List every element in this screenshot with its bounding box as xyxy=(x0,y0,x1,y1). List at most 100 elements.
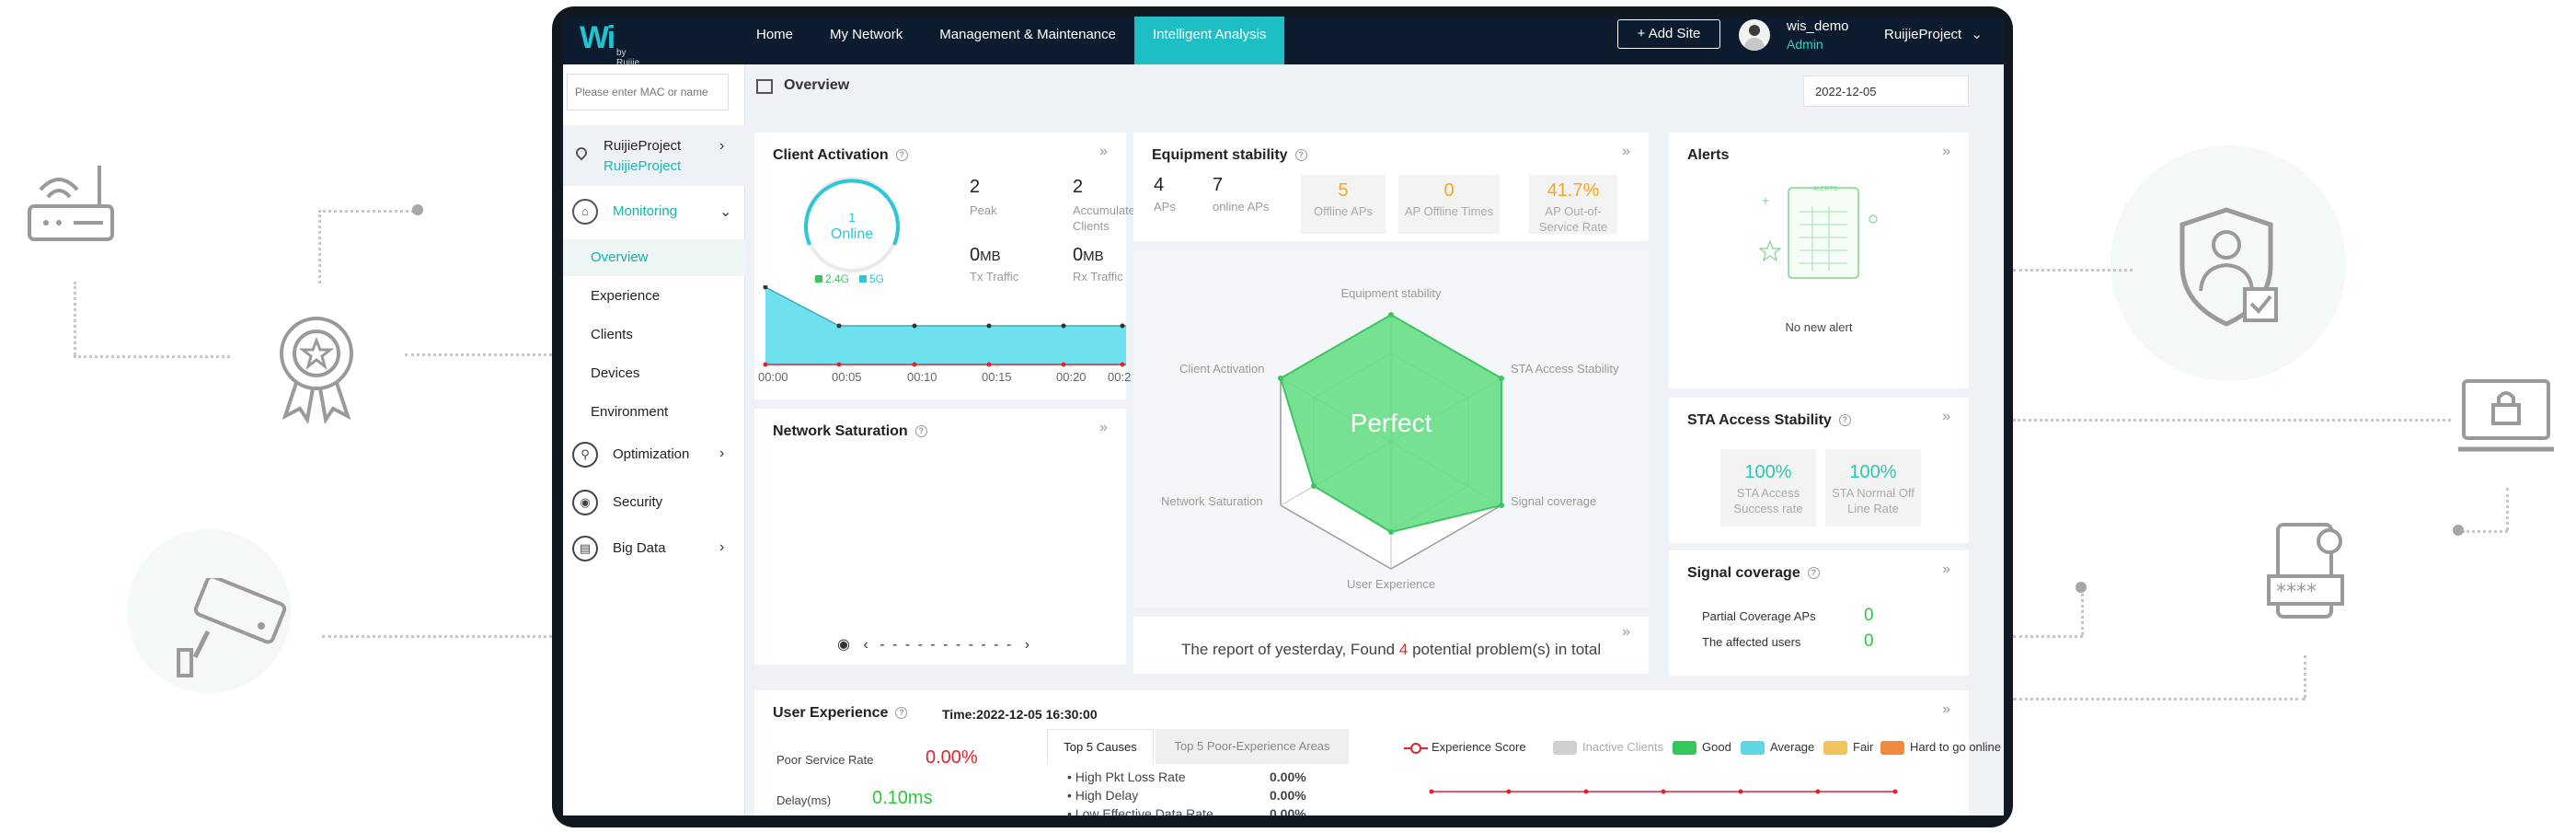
legend-swatch xyxy=(859,275,867,283)
app-logo[interactable]: Wi by Ruijie xyxy=(580,20,644,68)
tick-label: 00:05 xyxy=(832,370,862,384)
chevron-right-icon[interactable]: › xyxy=(1024,637,1030,653)
legend-average[interactable]: Average xyxy=(1741,740,1814,756)
card-title-text: Signal coverage xyxy=(1687,565,1800,581)
card-title: Signal coverage? xyxy=(1687,565,1820,582)
line-marker-icon xyxy=(1404,742,1428,754)
expand-icon[interactable]: » xyxy=(1622,624,1630,640)
search-input[interactable] xyxy=(567,74,729,110)
poor-rate-value: 0.00% xyxy=(926,747,978,768)
award-icon xyxy=(280,317,353,423)
help-icon[interactable]: ? xyxy=(895,707,908,720)
sidebar-item-optimization[interactable]: ⚲ Optimization › xyxy=(563,436,745,473)
cause-name: High Pkt Loss Rate xyxy=(1075,769,1186,784)
help-icon[interactable]: ? xyxy=(895,149,908,162)
nav-management[interactable]: Management & Maintenance xyxy=(939,27,1116,42)
oos-rate-box[interactable]: 41.7% AP Out-of-Service Rate xyxy=(1529,175,1617,234)
expand-icon[interactable]: » xyxy=(1099,420,1108,435)
expand-icon[interactable]: » xyxy=(1099,144,1108,159)
online-ring xyxy=(804,177,900,272)
chevron-left-icon[interactable]: ‹ xyxy=(863,637,868,653)
svg-text:+: + xyxy=(1761,194,1770,207)
legend-good[interactable]: Good xyxy=(1673,740,1731,756)
sidebar-item-monitoring[interactable]: ⌂ Monitoring ⌄ xyxy=(563,193,745,230)
offline-aps-box[interactable]: 5 Offline APs xyxy=(1301,175,1386,234)
add-site-button[interactable]: + Add Site xyxy=(1617,19,1720,49)
report-text: The report of yesterday, Found 4 potenti… xyxy=(1181,641,1601,659)
legend-fair[interactable]: Fair xyxy=(1823,740,1874,756)
nav-home[interactable]: Home xyxy=(756,27,794,42)
sidebar-project[interactable]: RuijieProject RuijieProject › xyxy=(563,125,745,186)
sidebar-item-devices[interactable]: Devices xyxy=(591,365,640,381)
bar-chart-icon: ▤ xyxy=(572,536,598,561)
tick-label: 00:10 xyxy=(907,370,937,384)
legend-inactive-clients[interactable]: Inactive Clients xyxy=(1553,740,1663,756)
legend-experience-score[interactable]: Experience Score xyxy=(1404,740,1526,755)
sidebar-item-experience[interactable]: Experience xyxy=(591,288,661,304)
logo-subtext: by Ruijie xyxy=(616,48,640,68)
offline-times-box[interactable]: 0 AP Offline Times xyxy=(1398,175,1500,234)
sidebar-item-label: Big Data xyxy=(613,540,666,556)
nav-intelligent-analysis[interactable]: Intelligent Analysis xyxy=(1134,17,1285,64)
peak-label: Peak xyxy=(970,203,997,217)
sidebar-item-environment[interactable]: Environment xyxy=(591,404,669,420)
rx-number: 0 xyxy=(1073,245,1084,265)
main-nav: Home My Network Management & Maintenance… xyxy=(738,17,1285,64)
help-icon[interactable]: ? xyxy=(1838,414,1851,427)
card-title: Alerts xyxy=(1687,147,1730,163)
empty-alert-illustration: + xyxy=(1758,187,1878,279)
legend-hard-to-go-online[interactable]: Hard to go online xyxy=(1880,740,2001,756)
user-avatar[interactable] xyxy=(1739,19,1770,51)
card-title-text: Network Saturation xyxy=(773,423,908,439)
main-content: Overview 2022-12-05 Client Activation? »… xyxy=(745,64,2004,816)
tx-label: Tx Traffic xyxy=(970,270,1019,283)
help-icon[interactable]: ? xyxy=(1294,149,1307,162)
shield-user-icon xyxy=(2179,207,2278,327)
help-icon[interactable]: ? xyxy=(1807,567,1820,580)
expand-icon[interactable]: » xyxy=(1942,561,1950,577)
monitor-icon: ⌂ xyxy=(572,199,598,225)
online-aps-value: 7 xyxy=(1213,175,1224,195)
tab-top-causes[interactable]: Top 5 Causes xyxy=(1047,729,1154,764)
cause-value: 0.00% xyxy=(1270,788,1306,803)
sidebar-item-clients[interactable]: Clients xyxy=(591,327,633,342)
expand-icon[interactable]: » xyxy=(1942,701,1950,717)
sidebar-item-label: Security xyxy=(613,494,663,510)
tick-label: 00:00 xyxy=(758,370,788,384)
phone-password-icon: **** xyxy=(2267,523,2344,619)
tab-poor-areas[interactable]: Top 5 Poor-Experience Areas xyxy=(1156,729,1349,764)
date-picker[interactable]: 2022-12-05 xyxy=(1803,75,1969,107)
card-title-text: Equipment stability xyxy=(1152,147,1288,163)
affected-users-value[interactable]: 0 xyxy=(1864,631,1874,651)
user-experience-card: User Experience? Time:2022-12-05 16:30:0… xyxy=(754,690,2001,816)
sidebar-item-big-data[interactable]: ▤ Big Data › xyxy=(563,530,745,567)
expand-icon[interactable]: » xyxy=(1622,144,1630,159)
legend-swatch xyxy=(1823,741,1847,756)
delay-label: Delay(ms) xyxy=(776,793,832,807)
sta-normal-box[interactable]: 100% STA Normal Off Line Rate xyxy=(1825,449,1921,526)
legend-label: Fair xyxy=(1853,740,1874,754)
partial-coverage-value[interactable]: 0 xyxy=(1864,606,1874,625)
legend-swatch xyxy=(1880,741,1904,756)
client-activation-card: Client Activation? » 1 Online 2.4G 5G 2 … xyxy=(754,133,1142,399)
sidebar-item-security[interactable]: ◉ Security xyxy=(563,484,745,521)
expand-icon[interactable]: » xyxy=(1942,144,1950,159)
sidebar-item-overview[interactable]: Overview xyxy=(563,239,745,276)
target-icon[interactable]: ◉ xyxy=(837,637,850,653)
project-select[interactable]: RuijieProject ⌄ xyxy=(1884,26,1983,42)
sta-success-box[interactable]: 100% STA Access Success rate xyxy=(1720,449,1816,526)
report-card[interactable]: » The report of yesterday, Found 4 poten… xyxy=(1133,617,1649,674)
cause-row: • Low Effective Data Rate xyxy=(1067,806,1213,816)
help-icon[interactable]: ? xyxy=(914,425,927,438)
aps-value: 4 xyxy=(1154,175,1165,195)
tick-label: 00:2 xyxy=(1108,370,1132,384)
nav-my-network[interactable]: My Network xyxy=(830,27,903,42)
expand-icon[interactable]: » xyxy=(1942,409,1950,424)
chevron-down-icon: ⌄ xyxy=(1971,27,1983,42)
legend-swatch xyxy=(1673,741,1696,756)
offline-aps-value: 5 xyxy=(1338,180,1349,201)
sidebar-item-label: Monitoring xyxy=(613,203,678,219)
offline-aps-label: Offline APs xyxy=(1313,204,1374,218)
network-saturation-card: Network Saturation? » ◉ ‹ - - - - - - - … xyxy=(754,409,1126,665)
